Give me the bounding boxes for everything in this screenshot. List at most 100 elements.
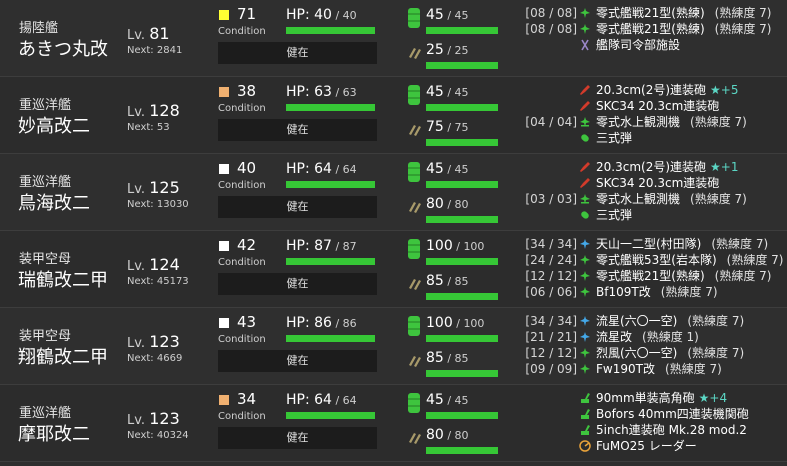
ship-level: Lv. 125	[127, 178, 180, 197]
equipment-list: 20.3cm(2号)連装砲 ★+1 SKC34 20.3cm連装砲 [03 / 03]…	[509, 159, 787, 223]
hp-label: HP:	[286, 315, 310, 331]
ammo-readout: 85 / 85	[426, 273, 469, 289]
main-gun-icon	[579, 84, 591, 96]
equipment-row: [08 / 08] 零式艦戦21型(熟練) (熟練度 7)	[509, 5, 787, 21]
equipment-name: 流星改	[596, 330, 633, 344]
torpedo-bomber-icon	[579, 238, 591, 250]
fuel-value: 45	[426, 161, 444, 177]
equipment-name: 三式弾	[596, 131, 633, 145]
condition-label: Condition	[218, 26, 266, 37]
condition-label: Condition	[218, 180, 266, 191]
fighter-icon	[579, 347, 591, 359]
fuel-icon	[407, 84, 421, 106]
equipment-row: 5inch連装砲 Mk.28 mod.2	[509, 422, 787, 438]
condition-value: 43	[237, 313, 257, 331]
command-facility-icon	[579, 39, 591, 51]
ammo-readout: 25 / 25	[426, 42, 469, 58]
ammo-icon	[406, 274, 424, 292]
hp-value: 63	[314, 84, 332, 100]
equipment-row: SKC34 20.3cm連装砲	[509, 175, 787, 191]
equipment-name: 零式艦戦21型(熟練)	[596, 6, 705, 20]
equipment-name: FuMO25 レーダー	[596, 439, 697, 453]
ammo-readout: 80 / 80	[426, 196, 469, 212]
equipment-slot-count: [34 / 34]	[525, 314, 577, 328]
damage-status: 健在	[218, 427, 377, 449]
hp-value: 64	[314, 161, 332, 177]
fuel-icon	[407, 315, 421, 337]
ship-row: 重巡洋艦 妙高改二 Lv. 128 Next: 53 38 Condition HP: 63…	[0, 77, 787, 154]
torpedo-bomber-icon	[579, 315, 591, 327]
hp-bar	[286, 412, 375, 419]
fighter-icon	[579, 270, 591, 282]
ammo-max: 80	[454, 429, 469, 442]
condition-indicator	[219, 10, 229, 20]
equipment-row: [09 / 09] Fw190T改 (熟練度 7)	[509, 361, 787, 377]
ship-type: 揚陸艦	[19, 21, 59, 36]
ship-level: Lv. 81	[127, 24, 170, 43]
next-label: Next:	[127, 45, 154, 56]
equipment-slot-count: [34 / 34]	[525, 237, 577, 251]
equipment-name: Fw190T改	[596, 362, 655, 376]
equipment-name: 烈風(六〇一空)	[596, 346, 678, 360]
proficiency-label: (熟練度 7)	[664, 362, 722, 376]
equipment-name: 天山一二型(村田隊)	[596, 237, 702, 251]
hp-label: HP:	[286, 392, 310, 408]
ship-name: 瑞鶴改二甲	[18, 270, 108, 291]
fuel-icon	[407, 238, 421, 260]
hp-bar	[286, 27, 375, 34]
main-gun-icon	[579, 100, 591, 112]
equipment-row: [34 / 34] 天山一二型(村田隊) (熟練度 7)	[509, 236, 787, 252]
equipment-row: [24 / 24] 零式艦戦53型(岩本隊) (熟練度 7)	[509, 252, 787, 268]
hp-max: 64	[342, 394, 357, 407]
equipment-row: 三式弾	[509, 130, 787, 146]
next-value: 2841	[156, 45, 183, 56]
seaplane-icon	[579, 193, 591, 205]
fuel-readout: 100 / 100	[426, 238, 485, 254]
equipment-slot-count: [03 / 03]	[525, 192, 577, 206]
ammo-max: 85	[454, 352, 469, 365]
ammo-bar	[426, 139, 498, 146]
proficiency-label: (熟練度 7)	[714, 22, 772, 36]
level-label: Lv.	[127, 28, 146, 43]
condition-value: 42	[237, 236, 257, 254]
equipment-row: 20.3cm(2号)連装砲 ★+1	[509, 159, 787, 175]
ammo-icon	[406, 428, 424, 446]
proficiency-label: (熟練度 7)	[687, 314, 745, 328]
equipment-name: 三式弾	[596, 208, 633, 222]
equipment-row: [34 / 34] 流星(六〇一空) (熟練度 7)	[509, 313, 787, 329]
condition-value: 34	[237, 390, 257, 408]
equipment-name: 零式艦戦21型(熟練)	[596, 269, 705, 283]
equipment-row: Bofors 40mm四連装機関砲	[509, 406, 787, 422]
hp-readout: HP: 63 / 63	[286, 84, 357, 100]
fuel-max: 45	[454, 163, 469, 176]
level-value: 81	[149, 24, 170, 43]
equipment-name: 流星(六〇一空)	[596, 314, 678, 328]
aa-gun-icon	[579, 392, 591, 404]
hp-label: HP:	[286, 161, 310, 177]
equipment-name: SKC34 20.3cm連装砲	[596, 176, 720, 190]
hp-value: 86	[314, 315, 332, 331]
next-value: 13030	[156, 199, 189, 210]
equipment-row: 20.3cm(2号)連装砲 ★+5	[509, 82, 787, 98]
next-value: 40324	[156, 430, 189, 441]
hp-readout: HP: 86 / 86	[286, 315, 357, 331]
hp-readout: HP: 87 / 87	[286, 238, 357, 254]
ammo-icon	[406, 197, 424, 215]
ammo-max: 75	[454, 121, 469, 134]
next-value: 53	[156, 122, 170, 133]
fighter-icon	[579, 254, 591, 266]
fuel-bar	[426, 335, 498, 342]
hp-max: 87	[342, 240, 357, 253]
next-label: Next:	[127, 353, 154, 364]
radar-icon	[579, 440, 591, 452]
seaplane-icon	[579, 116, 591, 128]
fighter-icon	[579, 363, 591, 375]
fuel-readout: 45 / 45	[426, 7, 469, 23]
proficiency-label: (熟練度 7)	[690, 115, 747, 129]
fuel-value: 100	[426, 238, 453, 254]
ammo-value: 80	[426, 427, 444, 443]
proficiency-label: (熟練度 7)	[690, 192, 747, 206]
hp-readout: HP: 64 / 64	[286, 392, 357, 408]
ship-row: 装甲空母 瑞鶴改二甲 Lv. 124 Next: 45173 42 Condition HP…	[0, 231, 787, 308]
